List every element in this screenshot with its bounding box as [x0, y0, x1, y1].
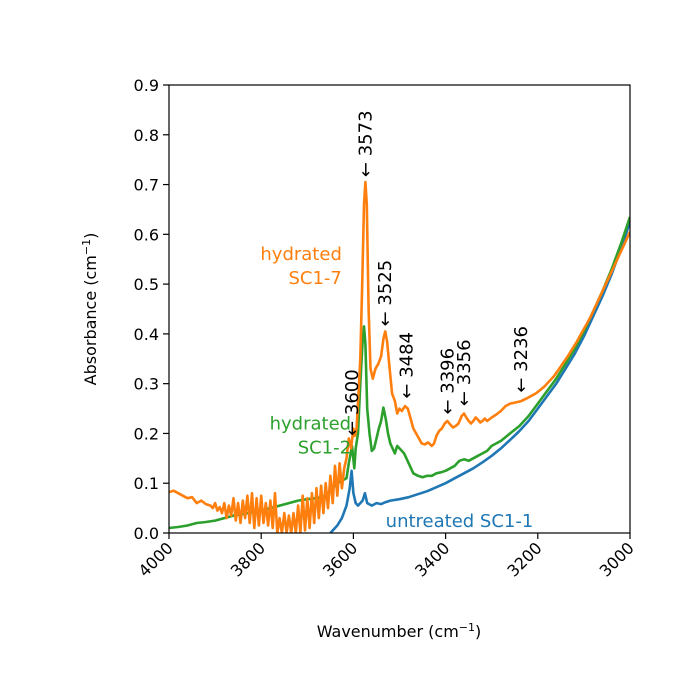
series-line-hydrated-sc1-7 — [169, 180, 630, 533]
y-tick-label: 0.9 — [134, 76, 159, 95]
y-tick-label: 0.5 — [134, 275, 159, 294]
x-axis-title: Wavenumber (cm−1) — [317, 621, 482, 641]
y-tick-label: 0.4 — [134, 325, 159, 344]
y-axis-title: Absorbance (cm−1) — [80, 233, 100, 386]
y-tick-label: 0.0 — [134, 524, 159, 543]
y-tick-label: 0.7 — [134, 176, 159, 195]
peak-label-3525: ← 3525 — [375, 260, 396, 327]
x-tick-label: 3000 — [596, 538, 638, 580]
peak-label-3236: ← 3236 — [511, 326, 532, 393]
x-tick-label: 4000 — [135, 538, 177, 580]
x-tick-label: 3800 — [227, 538, 269, 580]
series-line-untreated-sc1-1 — [329, 221, 630, 533]
series-label-hydrated-sc1-7: SC1-7 — [288, 268, 341, 289]
x-tick-label: 3600 — [319, 538, 361, 580]
y-tick-label: 0.3 — [134, 375, 159, 394]
x-tick-label: 3200 — [503, 538, 545, 580]
series-layer — [169, 180, 630, 533]
peak-label-3573: ← 3573 — [355, 110, 376, 177]
peak-label-3484: ← 3484 — [396, 332, 417, 399]
series-label-hydrated-sc1-2: hydrated — [270, 413, 351, 434]
series-label-hydrated-sc1-2: SC1-2 — [298, 437, 351, 458]
y-tick-label: 0.8 — [134, 126, 159, 145]
plot-frame — [168, 84, 631, 534]
series-label-hydrated-sc1-7: hydrated — [260, 244, 341, 265]
peak-label-3396: ← 3396 — [437, 348, 458, 415]
y-tick-label: 0.1 — [134, 474, 159, 493]
series-line-hydrated-sc1-2 — [169, 216, 630, 530]
x-tick-label: 3400 — [411, 538, 453, 580]
peak-label-3600: ← 3600 — [342, 369, 363, 436]
y-tick-label: 0.2 — [134, 424, 159, 443]
series-label-untreated-sc1-1: untreated SC1-1 — [386, 511, 534, 532]
annotation-layer: ← 3600 ← 3573 ← 3525← 3484 ← 3396← 3356 ← 32… — [260, 110, 533, 532]
peak-label-3356: ← 3356 — [454, 339, 475, 406]
y-tick-label: 0.6 — [134, 225, 159, 244]
